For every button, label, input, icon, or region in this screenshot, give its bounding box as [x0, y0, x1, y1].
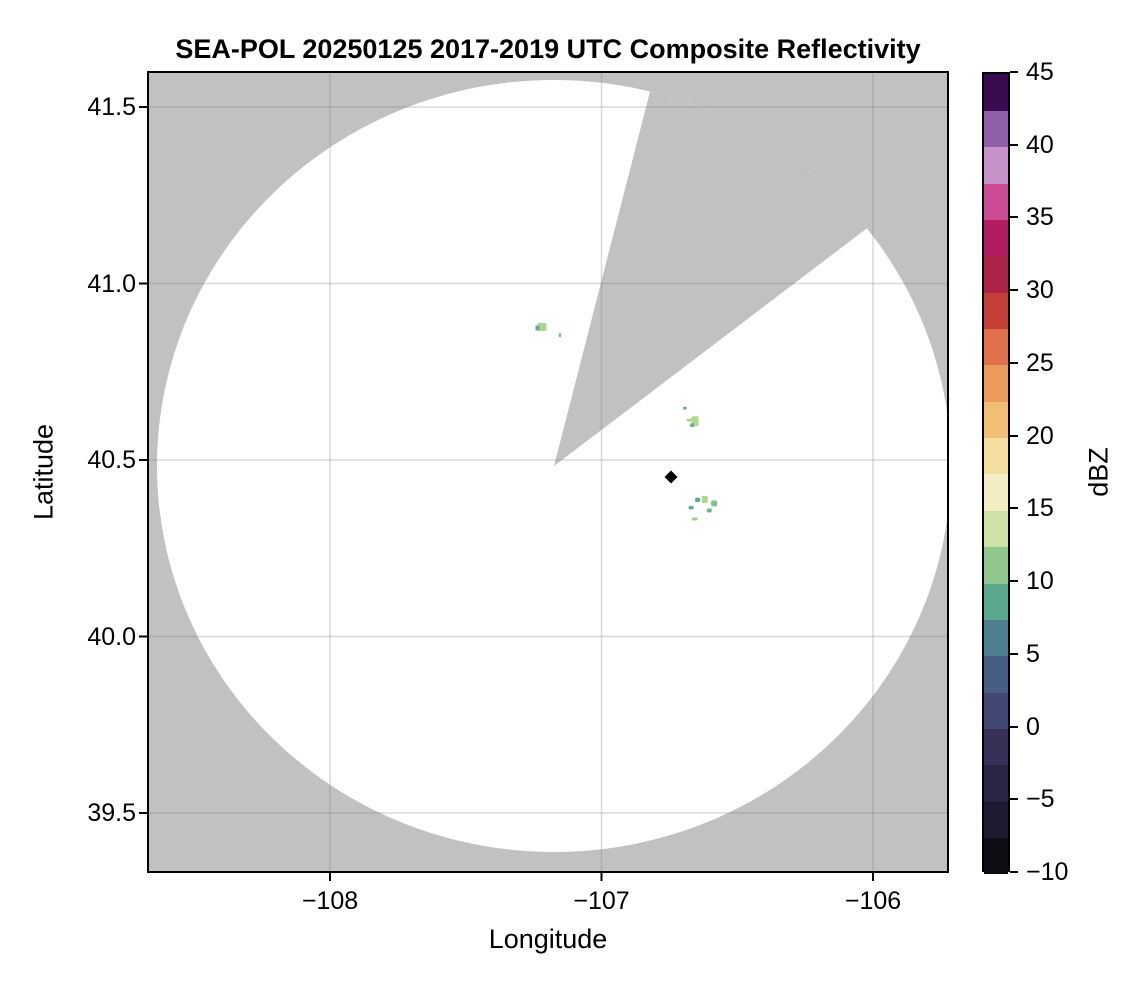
colorbar-band: [984, 364, 1008, 402]
colorbar-band: [984, 292, 1008, 330]
colorbar-band: [984, 219, 1008, 257]
y-tick-label: 40.5: [87, 446, 136, 475]
colorbar-band: [984, 546, 1008, 584]
reflectivity-echo: [558, 332, 562, 338]
colorbar-tick-label: −5: [1026, 785, 1055, 814]
colorbar-band: [984, 74, 1008, 111]
colorbar-band: [984, 474, 1008, 511]
colorbar-tick-label: 15: [1026, 494, 1054, 523]
colorbar-tick-mark: [1010, 216, 1018, 219]
x-tick-label: −108: [301, 887, 359, 915]
colorbar-band: [984, 583, 1008, 620]
colorbar-tick-mark: [1010, 289, 1018, 292]
reflectivity-echo: [690, 423, 695, 428]
colorbar-tick-mark: [1010, 434, 1018, 437]
x-axis-label: Longitude: [488, 924, 608, 954]
colorbar-band: [984, 801, 1008, 839]
reflectivity-echo: [683, 406, 687, 410]
reflectivity-echo: [706, 508, 712, 513]
colorbar-tick-mark: [1010, 725, 1018, 728]
plot-area: [139, 71, 949, 881]
colorbar-band: [984, 183, 1008, 220]
colorbar-tick-label: 45: [1026, 58, 1054, 86]
colorbar-band: [984, 655, 1008, 693]
colorbar-band: [984, 837, 1008, 875]
reflectivity-echo: [535, 325, 540, 331]
colorbar-tick-label: 40: [1026, 130, 1054, 159]
radar-layer: [157, 80, 948, 852]
colorbar-tick-label: 5: [1026, 639, 1040, 668]
colorbar-tick-label: 10: [1026, 567, 1054, 596]
reflectivity-echo: [688, 505, 694, 510]
colorbar-tick-label: −10: [1026, 858, 1069, 886]
x-tick-label: −107: [573, 887, 630, 915]
colorbar-tick-label: 25: [1026, 348, 1054, 377]
reflectivity-echo: [711, 500, 718, 507]
y-tick-label: 39.5: [87, 799, 136, 827]
y-tick-label: 40.0: [87, 622, 136, 651]
reflectivity-echo: [686, 418, 693, 422]
colorbar-tick-label: 0: [1026, 712, 1040, 741]
colorbar-tick-label: 30: [1026, 276, 1054, 305]
reflectivity-echo: [691, 517, 698, 521]
colorbar-band: [984, 401, 1008, 439]
x-tick-label: −106: [844, 887, 902, 915]
colorbar-tick-label: 20: [1026, 421, 1054, 450]
y-tick-label: 41.0: [87, 269, 136, 298]
colorbar-band: [984, 728, 1008, 766]
colorbar-tick-mark: [1010, 652, 1018, 655]
chart-title: SEA-POL 20250125 2017-2019 UTC Composite…: [175, 34, 921, 64]
colorbar: [982, 72, 1010, 875]
colorbar-band: [984, 110, 1008, 148]
colorbar-band: [984, 692, 1008, 730]
colorbar-band: [984, 146, 1008, 184]
colorbar-tick-mark: [1010, 798, 1018, 801]
colorbar-tick-mark: [1010, 507, 1018, 510]
colorbar-tick-mark: [1010, 580, 1018, 583]
colorbar-band: [984, 510, 1008, 548]
colorbar-tick-mark: [1010, 71, 1018, 73]
reflectivity-echo: [701, 496, 708, 504]
reflectivity-echo: [695, 497, 701, 503]
y-tick-label: 41.5: [87, 93, 136, 122]
colorbar-band: [984, 255, 1008, 293]
colorbar-band: [984, 328, 1008, 366]
site-marker-diamond: [664, 470, 678, 484]
colorbar-tick-mark: [1010, 361, 1018, 364]
colorbar-band: [984, 619, 1008, 657]
colorbar-band: [984, 764, 1008, 802]
colorbar-band: [984, 437, 1008, 475]
missing-sector-wedge: [553, 91, 867, 467]
colorbar-tick-mark: [1010, 143, 1018, 146]
reflectivity-echo: [537, 322, 547, 331]
colorbar-tick-label: 35: [1026, 203, 1054, 232]
colorbar-tick-mark: [1010, 871, 1018, 873]
plot-spine: [147, 71, 949, 873]
